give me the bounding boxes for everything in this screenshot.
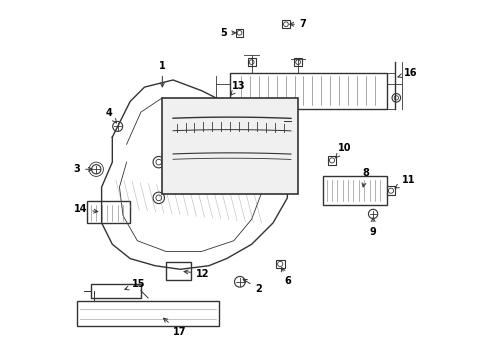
Text: 12: 12: [183, 269, 209, 279]
Text: 3: 3: [73, 164, 92, 174]
Bar: [294, 58, 302, 66]
Text: 13: 13: [230, 81, 245, 95]
Text: 8: 8: [361, 168, 368, 187]
Bar: [91, 284, 141, 298]
Bar: [327, 156, 336, 165]
Bar: [230, 73, 386, 109]
Text: 15: 15: [124, 279, 145, 290]
Bar: [162, 98, 298, 194]
Bar: [386, 186, 394, 195]
Text: 5: 5: [220, 28, 235, 38]
Text: 4: 4: [105, 108, 116, 123]
Text: 9: 9: [369, 218, 376, 237]
Bar: [165, 262, 190, 280]
Text: 7: 7: [289, 19, 306, 29]
Bar: [282, 20, 289, 28]
Text: 1: 1: [159, 61, 165, 87]
Bar: [247, 58, 255, 66]
Text: 2: 2: [243, 279, 262, 294]
Bar: [87, 202, 130, 223]
Text: 14: 14: [74, 204, 98, 214]
Bar: [275, 260, 284, 268]
Text: 6: 6: [281, 267, 290, 287]
Text: 16: 16: [397, 68, 416, 78]
Text: 17: 17: [163, 318, 186, 337]
Bar: [323, 176, 386, 205]
Bar: [77, 301, 219, 327]
Bar: [235, 29, 243, 37]
Text: 10: 10: [335, 143, 350, 158]
Text: 11: 11: [394, 175, 414, 188]
